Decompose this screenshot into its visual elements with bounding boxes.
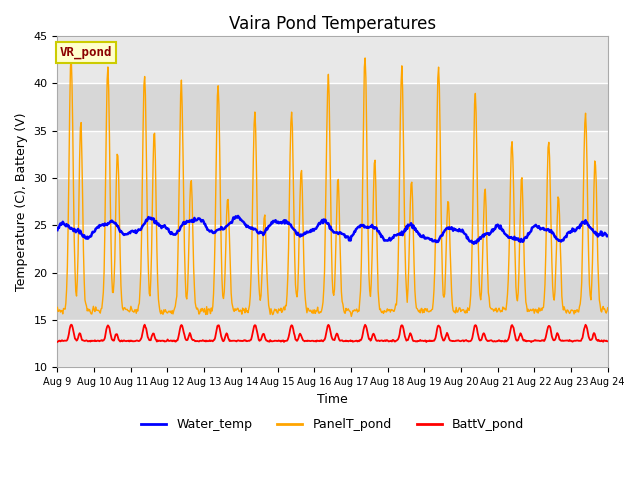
X-axis label: Time: Time [317, 393, 348, 406]
Title: Vaira Pond Temperatures: Vaira Pond Temperatures [229, 15, 436, 33]
Bar [58, 178, 608, 225]
Bar [58, 84, 608, 131]
Legend: Water_temp, PanelT_pond, BattV_pond: Water_temp, PanelT_pond, BattV_pond [136, 413, 529, 436]
Bar [58, 273, 608, 320]
Text: VR_pond: VR_pond [60, 46, 113, 59]
Y-axis label: Temperature (C), Battery (V): Temperature (C), Battery (V) [15, 112, 28, 291]
